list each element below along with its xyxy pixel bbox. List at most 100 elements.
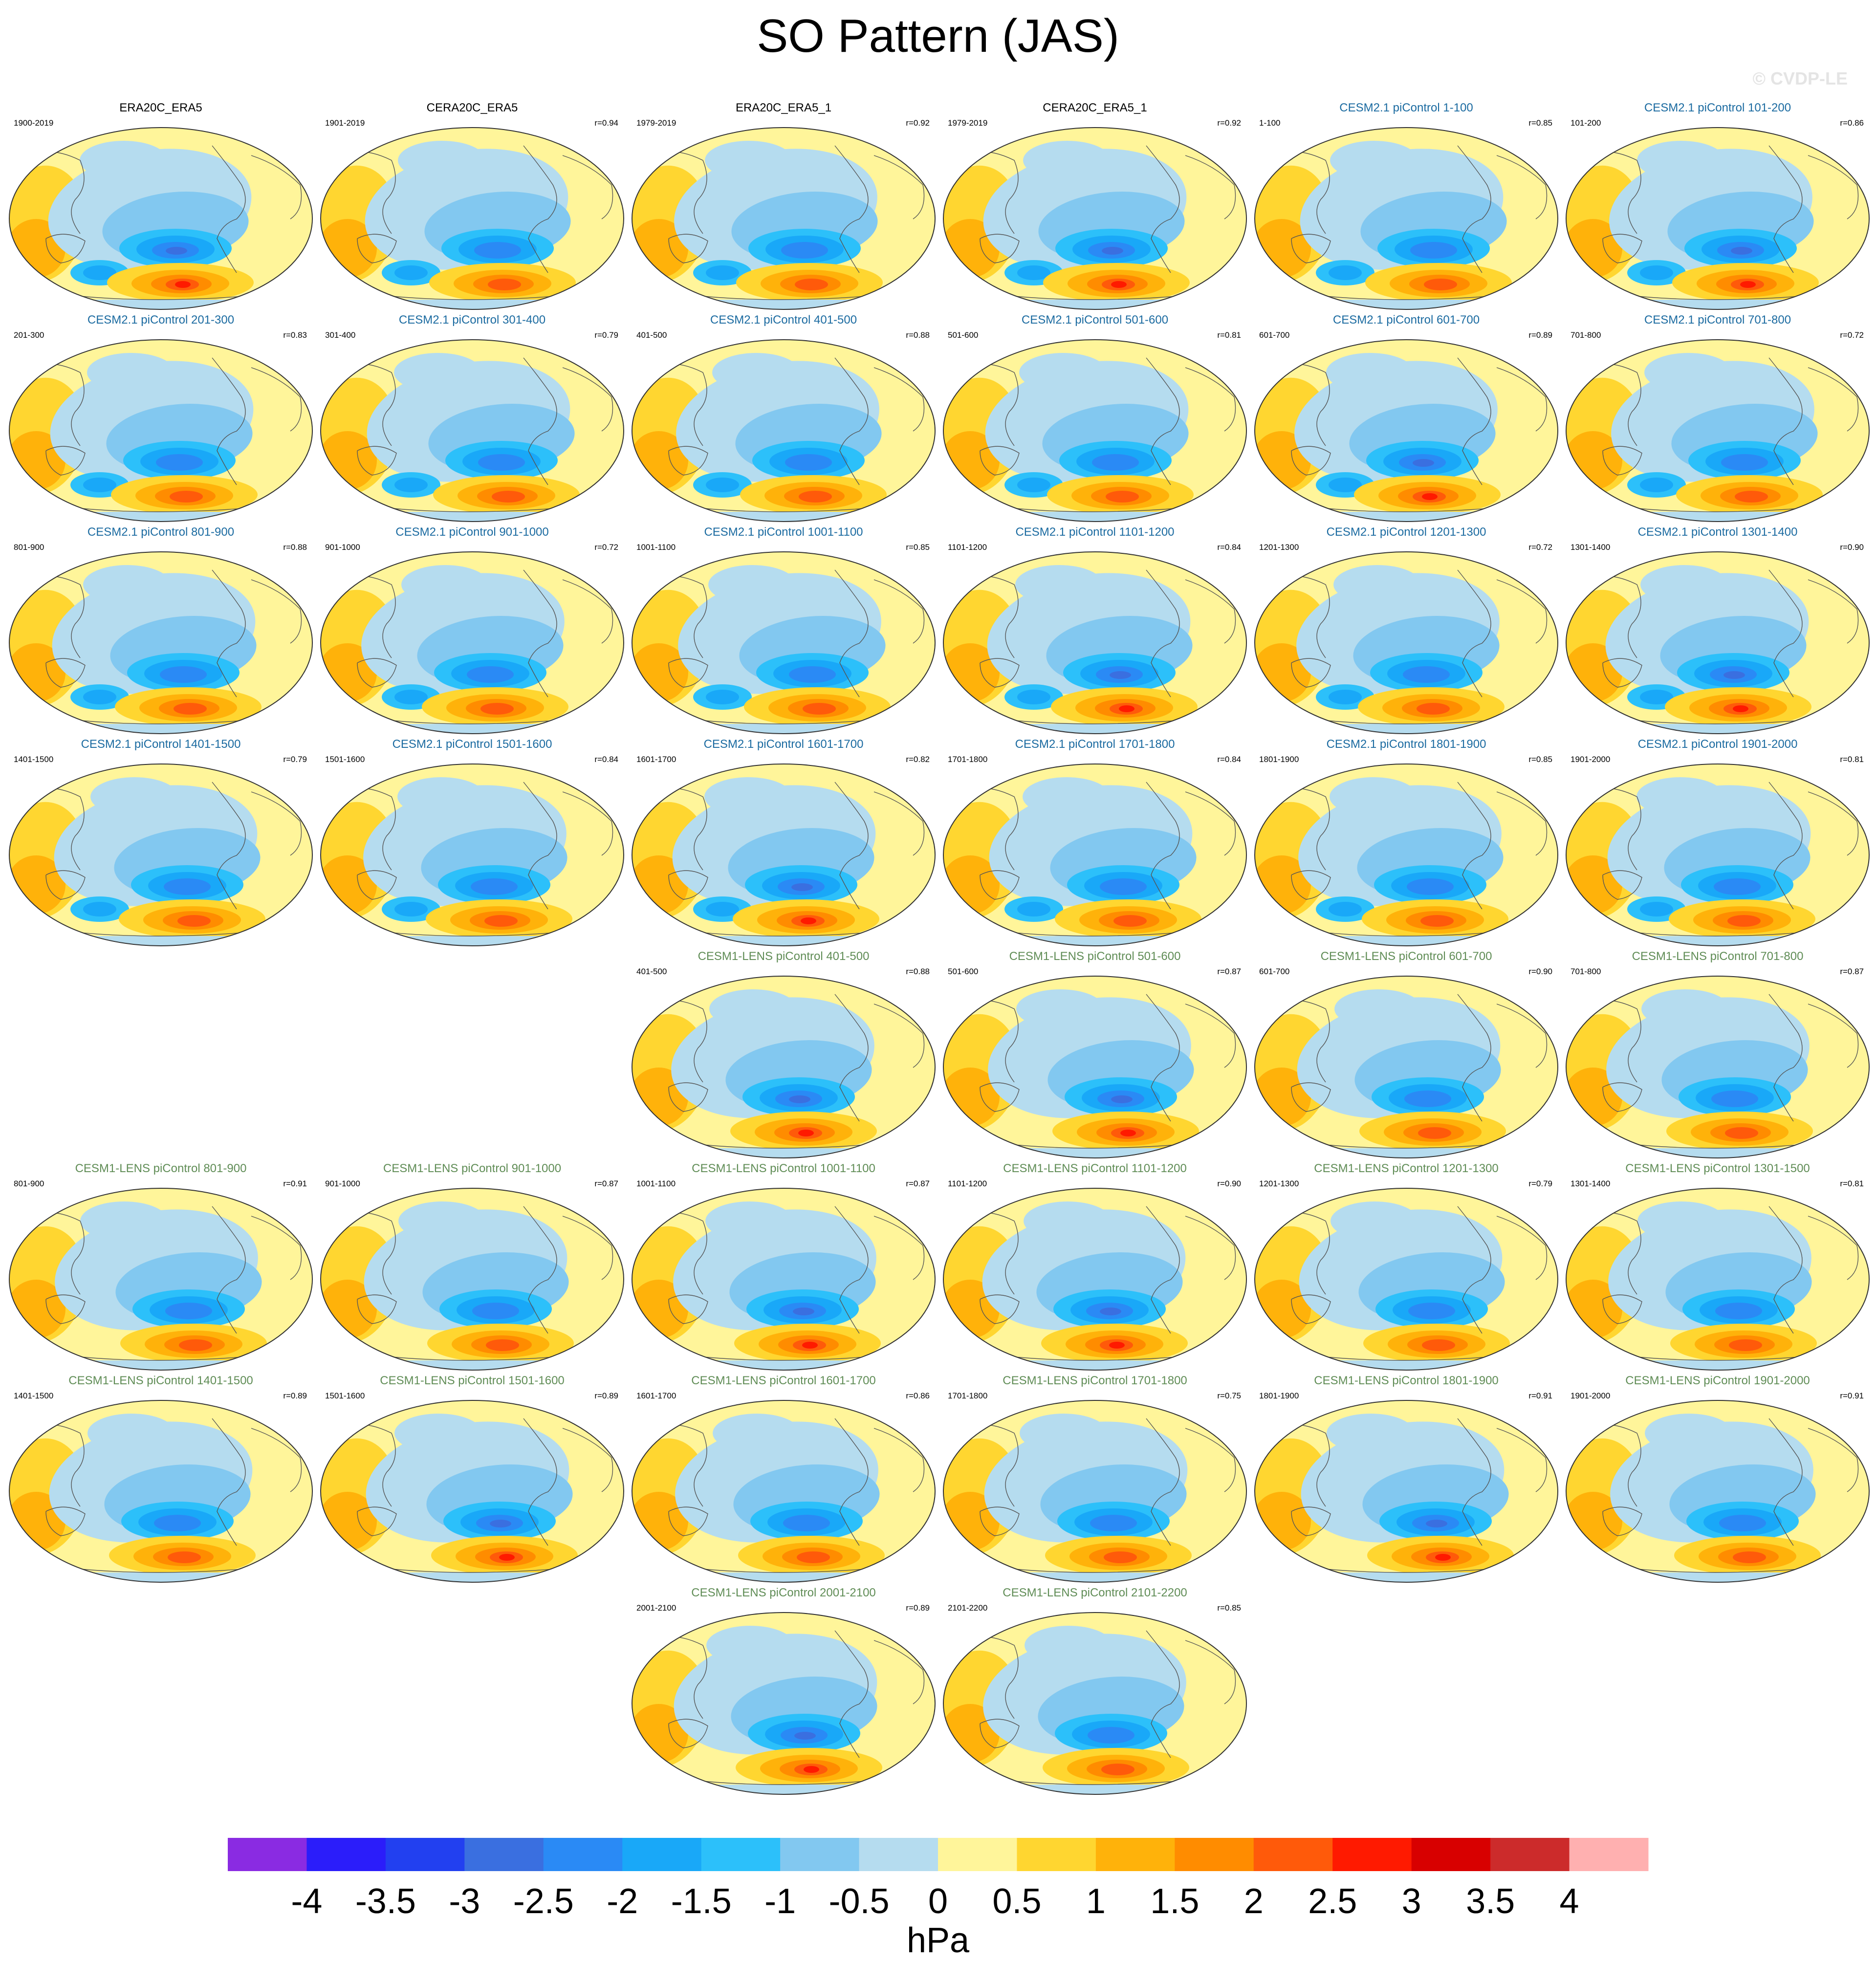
map-panel: CESM1-LENS piControl 1901-2000 1901-2000 r… — [1564, 1374, 1872, 1584]
panel-period: 1979-2019 — [948, 118, 988, 128]
map-panel: CESM2.1 piControl 101-200 101-200 r=0.86 — [1564, 101, 1872, 311]
map-plot — [632, 1612, 936, 1795]
colorbar-tick-label: 2.5 — [1308, 1882, 1357, 1921]
map-plot — [1566, 339, 1870, 522]
colorbar-swatch — [1095, 1838, 1175, 1871]
panel-correlation: r=0.82 — [906, 755, 930, 764]
map-plot — [632, 551, 936, 734]
panel-correlation: r=0.72 — [1528, 543, 1552, 552]
panel-title: CESM1-LENS piControl 1501-1600 — [380, 1374, 565, 1387]
panel-correlation: r=0.89 — [906, 1603, 930, 1613]
panel-period: 201-300 — [14, 330, 44, 340]
map-panel: CESM1-LENS piControl 1701-1800 1701-1800 r… — [941, 1374, 1249, 1584]
panel-title: CESM2.1 piControl 501-600 — [1021, 313, 1169, 327]
map-panel: CESM2.1 piControl 1201-1300 1201-1300 r=0.… — [1252, 525, 1560, 735]
panel-title: ERA20C_ERA5 — [119, 101, 202, 114]
colorbar-swatch — [701, 1838, 781, 1871]
panel-correlation: r=0.75 — [1217, 1391, 1241, 1400]
panel-title: CESM1-LENS piControl 1301-1500 — [1625, 1162, 1810, 1175]
panel-correlation: r=0.92 — [906, 118, 930, 128]
colorbar-swatch — [306, 1838, 386, 1871]
map-plot — [1254, 339, 1558, 522]
panel-period: 701-800 — [1571, 967, 1601, 976]
panel-title: CESM1-LENS piControl 2101-2200 — [1003, 1586, 1187, 1599]
map-plot — [9, 127, 313, 310]
map-panel: CESM1-LENS piControl 901-1000 901-1000 r=0… — [318, 1161, 626, 1372]
colorbar-tick-label: 3.5 — [1466, 1882, 1515, 1921]
panel-correlation: r=0.92 — [1217, 118, 1241, 128]
map-panel: CESM1-LENS piControl 1001-1100 1001-1100 r… — [630, 1161, 938, 1372]
panel-correlation: r=0.72 — [594, 543, 618, 552]
panel-period: 1979-2019 — [636, 118, 676, 128]
map-panel: CERA20C_ERA5_1 1979-2019 r=0.92 — [941, 101, 1249, 311]
panel-title: CERA20C_ERA5_1 — [1043, 101, 1147, 114]
colorbar-tick-label: 0.5 — [992, 1882, 1042, 1921]
panel-title: ERA20C_ERA5_1 — [735, 101, 832, 114]
panel-correlation: r=0.88 — [906, 330, 930, 340]
panel-period: 1601-1700 — [636, 1391, 676, 1400]
colorbar-tick-label: 3 — [1401, 1882, 1421, 1921]
map-plot — [632, 1188, 936, 1371]
colorbar-tick-label: -0.5 — [829, 1882, 890, 1921]
panel-correlation: r=0.79 — [283, 755, 307, 764]
map-panel: CESM2.1 piControl 1401-1500 1401-1500 r=0.… — [7, 737, 315, 947]
colorbar-swatch — [938, 1838, 1017, 1871]
map-panel: CESM2.1 piControl 1301-1400 1301-1400 r=0.… — [1564, 525, 1872, 735]
panel-period: 601-700 — [1259, 330, 1290, 340]
colorbar-tick-label: -3.5 — [355, 1882, 416, 1921]
map-plot — [632, 976, 936, 1158]
panel-period: 1301-1400 — [1571, 543, 1611, 552]
map-plot — [1254, 127, 1558, 310]
panel-title: CESM1-LENS piControl 1001-1100 — [692, 1162, 875, 1175]
map-panel: ERA20C_ERA5 1900-2019 — [7, 101, 315, 311]
panel-period: 1701-1800 — [948, 755, 988, 764]
panel-title: CESM1-LENS piControl 401-500 — [698, 950, 870, 963]
map-panel: CESM2.1 piControl 201-300 201-300 r=0.83 — [7, 313, 315, 523]
map-plot — [1254, 1188, 1558, 1371]
panel-title: CESM2.1 piControl 301-400 — [398, 313, 546, 327]
panel-correlation: r=0.81 — [1840, 1179, 1864, 1188]
panel-correlation: r=0.91 — [1840, 1391, 1864, 1400]
map-plot — [9, 1400, 313, 1583]
panel-title: CESM2.1 piControl 1001-1100 — [704, 525, 863, 539]
panel-period: 1301-1400 — [1571, 1179, 1611, 1188]
panel-period: 1-100 — [1259, 118, 1281, 128]
panel-period: 2101-2200 — [948, 1603, 988, 1613]
panel-period: 1801-1900 — [1259, 1391, 1299, 1400]
panel-period: 1401-1500 — [14, 1391, 54, 1400]
panel-period: 1901-2019 — [325, 118, 365, 128]
panel-period: 2001-2100 — [636, 1603, 676, 1613]
panel-correlation: r=0.90 — [1840, 543, 1864, 552]
panel-title: CESM1-LENS piControl 501-600 — [1009, 950, 1181, 963]
map-panel: CESM2.1 piControl 401-500 401-500 r=0.88 — [630, 313, 938, 523]
map-plot — [1254, 976, 1558, 1158]
map-plot — [1254, 551, 1558, 734]
panel-period: 401-500 — [636, 330, 667, 340]
panel-period: 1001-1100 — [636, 543, 676, 552]
panel-title: CESM1-LENS piControl 1801-1900 — [1314, 1374, 1499, 1387]
panel-period: 301-400 — [325, 330, 356, 340]
panel-correlation: r=0.94 — [594, 118, 618, 128]
colorbar-swatch — [385, 1838, 465, 1871]
panel-period: 101-200 — [1571, 118, 1601, 128]
panel-title: CESM2.1 piControl 1801-1900 — [1326, 738, 1486, 751]
watermark: © CVDP-LE — [1752, 68, 1848, 88]
colorbar-swatch — [464, 1838, 544, 1871]
panel-correlation: r=0.81 — [1840, 755, 1864, 764]
map-plot — [943, 339, 1247, 522]
map-panel: CESM1-LENS piControl 1301-1500 1301-1400 r… — [1564, 1161, 1872, 1372]
panel-period: 401-500 — [636, 967, 667, 976]
panel-period: 501-600 — [948, 330, 979, 340]
panel-title: CESM1-LENS piControl 801-900 — [75, 1162, 247, 1175]
panel-correlation: r=0.89 — [594, 1391, 618, 1400]
map-panel: CESM2.1 piControl 1701-1800 1701-1800 r=0.… — [941, 737, 1249, 947]
map-panel: CESM2.1 piControl 301-400 301-400 r=0.79 — [318, 313, 626, 523]
panel-period: 801-900 — [14, 1179, 44, 1188]
panel-title: CESM2.1 piControl 1501-1600 — [392, 738, 552, 751]
map-plot — [1566, 127, 1870, 310]
map-plot — [320, 339, 624, 522]
map-panel: CESM2.1 piControl 901-1000 901-1000 r=0.72 — [318, 525, 626, 735]
panel-title: CESM2.1 piControl 1101-1200 — [1015, 525, 1175, 539]
map-plot — [943, 127, 1247, 310]
map-panel: CESM2.1 piControl 801-900 801-900 r=0.88 — [7, 525, 315, 735]
